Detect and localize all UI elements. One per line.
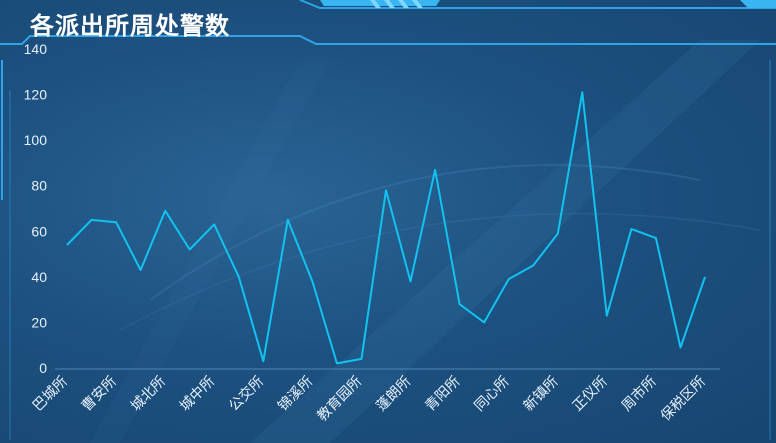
chart-title: 各派出所周处警数	[30, 12, 230, 40]
data-points	[66, 91, 706, 364]
y-tick-label: 60	[31, 223, 47, 239]
x-tick-label: 巴城所	[30, 374, 71, 415]
x-tick-label: 城中所	[177, 374, 218, 415]
y-tick-label: 120	[24, 87, 48, 103]
x-tick-label: 教育园所	[314, 374, 365, 425]
x-tick-label: 正仪所	[570, 374, 611, 415]
y-tick-label: 0	[39, 360, 47, 376]
x-tick-label: 蓬朗所	[373, 374, 414, 415]
x-tick-label: 曹安所	[79, 374, 120, 415]
x-tick-label: 公交所	[225, 373, 267, 415]
x-tick-label: 城北所	[128, 374, 169, 415]
x-tick-label: 新镇所	[521, 374, 562, 415]
series-line	[66, 91, 706, 365]
y-tick-label: 100	[24, 132, 48, 148]
y-axis: 0 20 40 60 80 100 120 140	[24, 41, 48, 376]
x-tick-label: 同心所	[472, 374, 513, 415]
x-tick-label: 保税区所	[658, 374, 709, 425]
y-tick-label: 20	[31, 314, 47, 330]
y-tick-label: 80	[31, 178, 47, 194]
y-tick-label: 40	[31, 269, 47, 285]
x-tick-label: 锦溪所	[274, 373, 316, 415]
y-tick-label: 140	[24, 41, 48, 57]
x-tick-label: 青阳所	[422, 374, 463, 415]
x-tick-label: 周市所	[618, 373, 660, 415]
